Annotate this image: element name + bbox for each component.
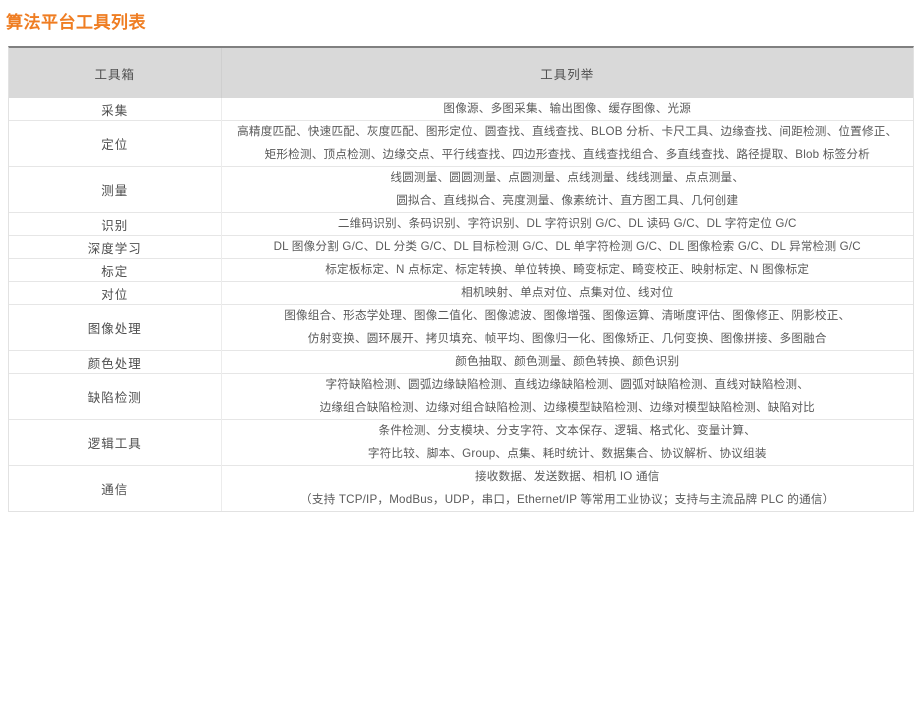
- table-row: 逻辑工具 条件检测、分支模块、分支字符、文本保存、逻辑、格式化、变量计算、 字符比较…: [9, 419, 913, 466]
- tool-list-line: 仿射变换、圆环展开、拷贝填充、帧平均、图像归一化、图像矫正、几何变换、图像拼接、…: [307, 332, 827, 345]
- tool-list-cell: 字符缺陷检测、圆弧边缘缺陷检测、直线边缘缺陷检测、圆弧对缺陷检测、直线对缺陷检测…: [221, 373, 913, 420]
- tool-list-line: 矩形检测、顶点检测、边缘交点、平行线查找、四边形查找、直线查找组合、多直线查找、…: [264, 148, 870, 161]
- table-row: 通信 接收数据、发送数据、相机 IO 通信 （支持 TCP/IP，ModBus，UD…: [9, 465, 913, 511]
- tool-list-line: 图像组合、形态学处理、图像二值化、图像滤波、图像增强、图像运算、清晰度评估、图像…: [284, 309, 851, 322]
- table-row: 采集 图像源、多图采集、输出图像、缓存图像、光源: [9, 98, 913, 121]
- table-row: 标定 标定板标定、N 点标定、标定转换、单位转换、畸变标定、畸变校正、映射标定、N…: [9, 258, 913, 282]
- table-row: 图像处理 图像组合、形态学处理、图像二值化、图像滤波、图像增强、图像运算、清晰度评…: [9, 304, 913, 351]
- tool-list-line: 边缘组合缺陷检测、边缘对组合缺陷检测、边缘模型缺陷检测、边缘对模型缺陷检测、缺陷…: [319, 401, 815, 414]
- tool-list-cell: 图像源、多图采集、输出图像、缓存图像、光源: [221, 98, 913, 121]
- table-body: 采集 图像源、多图采集、输出图像、缓存图像、光源定位 高精度匹配、快速匹配、灰度匹配…: [9, 98, 913, 511]
- tool-list-line: 接收数据、发送数据、相机 IO 通信: [474, 470, 660, 483]
- column-header-tools: 工具列举: [221, 48, 913, 98]
- toolbox-category-cell: 深度学习: [9, 235, 222, 259]
- tool-list-cell: 线圆测量、圆圆测量、点圆测量、点线测量、线线测量、点点测量、 圆拟合、直线拟合、亮…: [221, 166, 913, 213]
- tool-list-line: 标定板标定、N 点标定、标定转换、单位转换、畸变标定、畸变校正、映射标定、N 图…: [325, 263, 810, 276]
- table-row: 对位 相机映射、单点对位、点集对位、线对位: [9, 281, 913, 305]
- toolbox-category-cell: 测量: [9, 166, 222, 213]
- tool-list-cell: 相机映射、单点对位、点集对位、线对位: [221, 281, 913, 305]
- toolbox-category-cell: 采集: [9, 98, 222, 121]
- page-title: 算法平台工具列表: [6, 13, 146, 32]
- tools-table: 工具箱 工具列举 采集 图像源、多图采集、输出图像、缓存图像、光源定位 高精度匹配、…: [9, 48, 913, 511]
- tool-list-line: 圆拟合、直线拟合、亮度测量、像素统计、直方图工具、几何创建: [396, 194, 739, 207]
- tool-list-line: 二维码识别、条码识别、字符识别、DL 字符识别 G/C、DL 读码 G/C、DL…: [337, 217, 797, 230]
- toolbox-category-cell: 标定: [9, 258, 222, 282]
- table-row: 识别 二维码识别、条码识别、字符识别、DL 字符识别 G/C、DL 读码 G/C、…: [9, 212, 913, 236]
- toolbox-category-cell: 逻辑工具: [9, 419, 222, 466]
- column-header-category: 工具箱: [9, 48, 222, 98]
- tool-list-line: 高精度匹配、快速匹配、灰度匹配、图形定位、圆查找、直线查找、BLOB 分析、卡尺…: [237, 125, 898, 138]
- tool-list-line: 图像源、多图采集、输出图像、缓存图像、光源: [443, 102, 692, 115]
- tool-list-cell: 条件检测、分支模块、分支字符、文本保存、逻辑、格式化、变量计算、 字符比较、脚本、…: [221, 419, 913, 466]
- toolbox-category-cell: 定位: [9, 120, 222, 167]
- table-row: 深度学习 DL 图像分割 G/C、DL 分类 G/C、DL 目标检测 G/C、DL…: [9, 235, 913, 259]
- tool-list-cell: 接收数据、发送数据、相机 IO 通信 （支持 TCP/IP，ModBus，UDP，…: [221, 465, 913, 511]
- tool-list-cell: 高精度匹配、快速匹配、灰度匹配、图形定位、圆查找、直线查找、BLOB 分析、卡尺…: [221, 120, 913, 167]
- tool-list-cell: 二维码识别、条码识别、字符识别、DL 字符识别 G/C、DL 读码 G/C、DL…: [221, 212, 913, 236]
- tool-list-cell: 颜色抽取、颜色测量、颜色转换、颜色识别: [221, 350, 913, 374]
- tool-list-line: 相机映射、单点对位、点集对位、线对位: [461, 286, 674, 299]
- tool-list-cell: 图像组合、形态学处理、图像二值化、图像滤波、图像增强、图像运算、清晰度评估、图像…: [221, 304, 913, 351]
- tool-list-line: （支持 TCP/IP，ModBus，UDP，串口，Ethernet/IP 等常用…: [300, 493, 835, 506]
- tool-list-line: 线圆测量、圆圆测量、点圆测量、点线测量、线线测量、点点测量、: [390, 171, 745, 184]
- toolbox-category-cell: 图像处理: [9, 304, 222, 351]
- table-row: 定位 高精度匹配、快速匹配、灰度匹配、图形定位、圆查找、直线查找、BLOB 分析、…: [9, 120, 913, 167]
- tool-list-line: 颜色抽取、颜色测量、颜色转换、颜色识别: [455, 355, 680, 368]
- tool-list-line: DL 图像分割 G/C、DL 分类 G/C、DL 目标检测 G/C、DL 单字符…: [273, 240, 861, 253]
- tool-list-line: 字符缺陷检测、圆弧边缘缺陷检测、直线边缘缺陷检测、圆弧对缺陷检测、直线对缺陷检测…: [325, 378, 810, 391]
- tool-list-line: 条件检测、分支模块、分支字符、文本保存、逻辑、格式化、变量计算、: [378, 424, 756, 437]
- table-row: 缺陷检测 字符缺陷检测、圆弧边缘缺陷检测、直线边缘缺陷检测、圆弧对缺陷检测、直线对…: [9, 373, 913, 420]
- tool-list-cell: DL 图像分割 G/C、DL 分类 G/C、DL 目标检测 G/C、DL 单字符…: [221, 235, 913, 259]
- toolbox-category-cell: 识别: [9, 212, 222, 236]
- toolbox-category-cell: 通信: [9, 465, 222, 511]
- table-header-row: 工具箱 工具列举: [9, 48, 913, 98]
- tools-table-container: 工具箱 工具列举 采集 图像源、多图采集、输出图像、缓存图像、光源定位 高精度匹配、…: [8, 46, 914, 512]
- tool-list-line: 字符比较、脚本、Group、点集、耗时统计、数据集合、协议解析、协议组装: [367, 447, 767, 460]
- toolbox-category-cell: 缺陷检测: [9, 373, 222, 420]
- page-root: 算法平台工具列表 工具箱 工具列举 采集 图像源、多图采集、输出图像、缓存图像、光…: [0, 11, 922, 719]
- table-row: 测量 线圆测量、圆圆测量、点圆测量、点线测量、线线测量、点点测量、 圆拟合、直线拟合…: [9, 166, 913, 213]
- toolbox-category-cell: 颜色处理: [9, 350, 222, 374]
- table-row: 颜色处理 颜色抽取、颜色测量、颜色转换、颜色识别: [9, 350, 913, 374]
- tool-list-cell: 标定板标定、N 点标定、标定转换、单位转换、畸变标定、畸变校正、映射标定、N 图…: [221, 258, 913, 282]
- table-header: 工具箱 工具列举: [9, 48, 913, 98]
- toolbox-category-cell: 对位: [9, 281, 222, 305]
